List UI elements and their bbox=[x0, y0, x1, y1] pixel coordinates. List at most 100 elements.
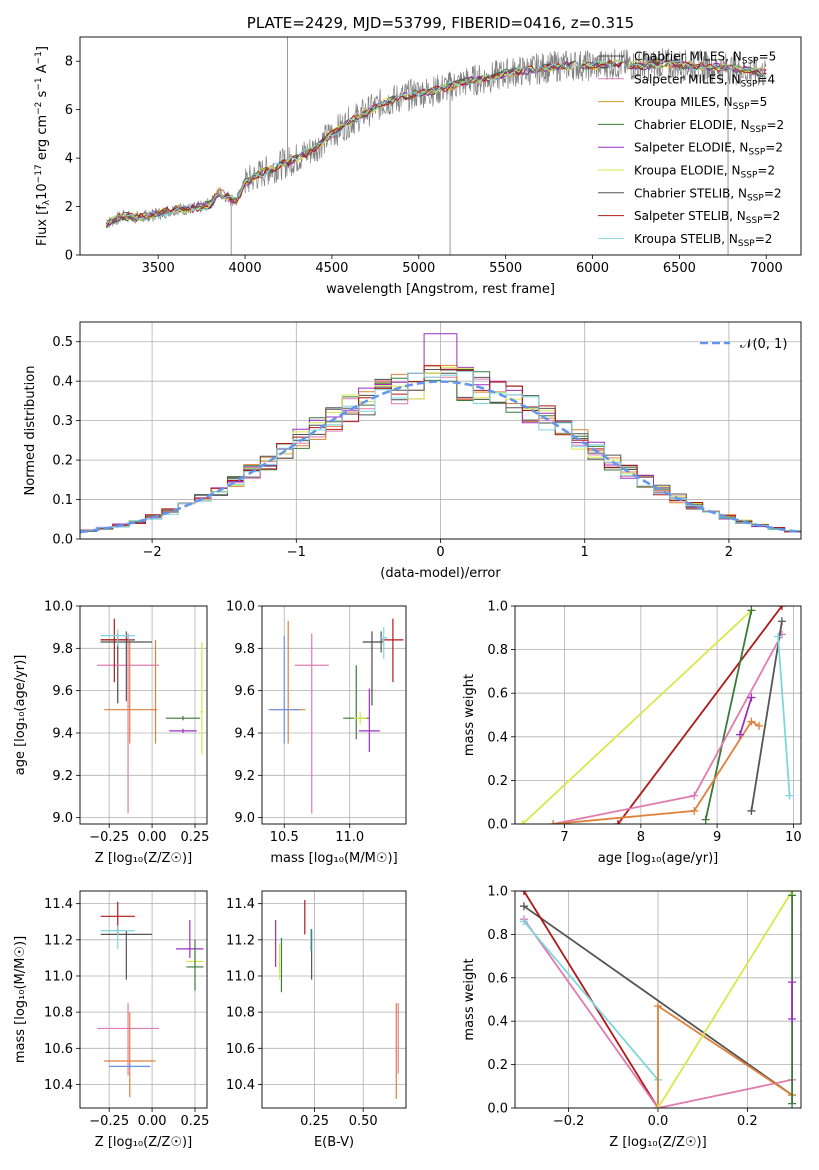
panel-age-vs-Z: −0.25 0.00 0.25 9.0 9.2 9.4 9.6 9.8 10.0 Z [log₁₀… bbox=[13, 600, 209, 867]
panel-age-vs-mass: 10.5 11.0 9.0 9.2 9.4 9.6 9.8 10.0 mass [log₁₀(M… bbox=[226, 600, 407, 866]
legend-name: Salpeter MILES, N bbox=[634, 72, 741, 86]
observed-spectrum bbox=[105, 48, 767, 229]
y-tick-label: 0.0 bbox=[487, 1102, 508, 1117]
y-tick-label: 0.6 bbox=[487, 971, 508, 986]
mass-weight-marker bbox=[735, 730, 744, 739]
y-tick-label: 8 bbox=[65, 55, 73, 70]
axes-frame bbox=[261, 605, 407, 825]
legend-sub: SSP bbox=[742, 57, 759, 67]
model-line bbox=[105, 59, 767, 228]
y-label-part: 10 bbox=[35, 183, 50, 200]
legend-entry: Salpeter MILES, NSSP=4 bbox=[634, 72, 775, 89]
x-tick-label: 0.25 bbox=[300, 1114, 329, 1129]
legend-entry: Salpeter STELIB, NSSP=2 bbox=[634, 209, 780, 226]
legend-name: Kroupa ELODIE, N bbox=[634, 164, 741, 178]
mass-weight-marker bbox=[690, 806, 699, 815]
y-tick-label: 9.8 bbox=[234, 642, 255, 657]
y-tick-label: 1.0 bbox=[487, 885, 508, 900]
y-tick-label: 9.8 bbox=[52, 642, 73, 657]
x-tick-label: 0.50 bbox=[349, 1114, 378, 1129]
y-tick-label: 0.2 bbox=[487, 1058, 508, 1073]
y-tick-label: 0.0 bbox=[52, 533, 73, 548]
mass-weight-line bbox=[552, 633, 783, 824]
y-tick-label: 11.0 bbox=[226, 969, 255, 984]
x-tick-label: 6000 bbox=[576, 261, 609, 276]
plot-area-massweight-vs-Z bbox=[519, 891, 797, 1108]
y-tick-label: 10.8 bbox=[226, 1006, 255, 1021]
y-tick-label: 9.6 bbox=[234, 684, 255, 699]
y-tick-label: 10.4 bbox=[226, 1078, 255, 1093]
model-line bbox=[105, 59, 767, 224]
axes-frame bbox=[514, 605, 802, 825]
legend-name: Kroupa MILES, N bbox=[634, 95, 733, 109]
x-tick-label: 1 bbox=[581, 545, 589, 560]
legend-sub: SSP bbox=[750, 125, 767, 135]
x-tick-label: −0.25 bbox=[89, 1114, 129, 1129]
legend-entry: Kroupa ELODIE, NSSP=2 bbox=[634, 164, 775, 181]
axes-frame bbox=[79, 890, 208, 1109]
legend-count: =2 bbox=[763, 209, 781, 223]
x-tick-label: 0 bbox=[436, 545, 444, 560]
mass-weight-marker bbox=[519, 902, 528, 911]
axes-frame bbox=[261, 890, 407, 1109]
legend-sub: SSP bbox=[748, 148, 765, 158]
y-tick-label: 0 bbox=[65, 249, 73, 264]
mass-weight-marker bbox=[777, 606, 786, 610]
mass-weight-marker bbox=[654, 1104, 662, 1108]
x-tick-label: −2 bbox=[143, 545, 162, 560]
residual-histogram bbox=[80, 365, 801, 533]
x-tick-label: 11.0 bbox=[335, 830, 364, 845]
x-tick-label: −1 bbox=[287, 545, 306, 560]
x-tick-label: −0.25 bbox=[89, 830, 129, 845]
mass-weight-marker bbox=[747, 693, 756, 702]
y-tick-label: 0.4 bbox=[52, 375, 73, 390]
y-tick-label: 10.0 bbox=[226, 600, 255, 615]
legend-count: =2 bbox=[755, 232, 773, 246]
y-tick-label: 4 bbox=[65, 152, 73, 167]
y-tick-label: 0.2 bbox=[52, 454, 73, 469]
mass-weight-line bbox=[523, 918, 793, 1108]
axes-frame bbox=[514, 890, 802, 1109]
x-tick-label: 4500 bbox=[315, 261, 348, 276]
y-tick-label: 11.4 bbox=[44, 897, 73, 912]
plot-area-mass-vs-ebv bbox=[275, 900, 399, 1099]
mass-weight-marker bbox=[777, 617, 786, 626]
y-tick-label: 9.4 bbox=[234, 726, 255, 741]
y-tick-label: 0.3 bbox=[52, 414, 73, 429]
plot-area-spectrum bbox=[105, 37, 767, 255]
legend-sub: SSP bbox=[746, 216, 763, 226]
mass-weight-marker bbox=[690, 791, 699, 800]
x-tick-label: 6500 bbox=[663, 261, 696, 276]
y-axis-label: mass [log₁₀(M/M☉)] bbox=[13, 936, 28, 1063]
plot-area-age-vs-mass bbox=[268, 618, 404, 814]
legend-entry: Chabrier MILES, NSSP=5 bbox=[634, 50, 776, 67]
y-tick-label: 0.2 bbox=[487, 774, 508, 789]
y-label-part: −17 bbox=[34, 164, 44, 183]
y-label-part: −1 bbox=[34, 51, 44, 64]
panel-massweight-vs-Z: −0.2 0.0 0.2 0.0 0.2 0.4 0.6 0.8 1.0 Z [log₁₀(Z/Z… bbox=[462, 885, 802, 1150]
legend-entry: Chabrier STELIB, NSSP=2 bbox=[634, 186, 782, 203]
y-tick-label: 11.2 bbox=[226, 933, 255, 948]
plot-area-mass-vs-Z bbox=[97, 901, 204, 1098]
legend-name: Chabrier ELODIE, N bbox=[634, 118, 750, 132]
legend-entry: Kroupa MILES, NSSP=5 bbox=[634, 95, 767, 112]
legend-name: Chabrier STELIB, N bbox=[634, 186, 747, 200]
mass-weight-marker bbox=[519, 917, 528, 926]
y-tick-label: 9.4 bbox=[52, 726, 73, 741]
x-axis-label: Z [log₁₀(Z/Z☉)] bbox=[95, 1135, 192, 1150]
mass-weight-marker bbox=[519, 891, 528, 895]
legend-name: Salpeter ELODIE, N bbox=[634, 141, 748, 155]
x-tick-label: 0.25 bbox=[181, 1114, 210, 1129]
legend-count: =4 bbox=[757, 72, 775, 86]
y-label-part: λ bbox=[42, 199, 52, 205]
mass-weight-marker bbox=[747, 606, 756, 615]
x-axis-label: (data-model)/error bbox=[380, 566, 501, 581]
mass-weight-line bbox=[739, 697, 753, 735]
y-label-part: −2 bbox=[34, 102, 44, 115]
model-line bbox=[105, 59, 767, 228]
legend-name: Chabrier MILES, N bbox=[634, 50, 742, 64]
y-label-part: ] bbox=[35, 46, 50, 51]
mass-weight-line bbox=[750, 621, 783, 812]
mass-weight-line bbox=[553, 720, 760, 824]
